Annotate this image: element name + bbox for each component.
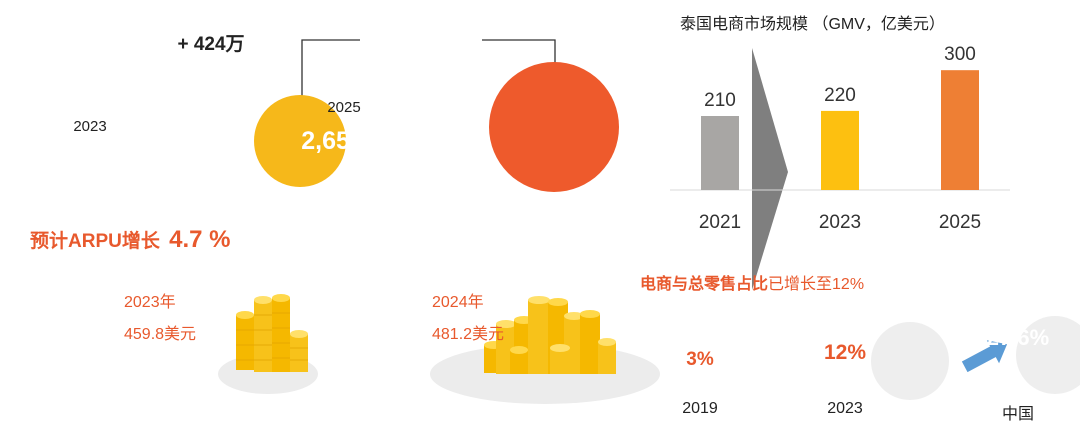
bar-2023 <box>821 110 859 190</box>
ecommerce-share-title-bold: 电商与总零售占比 <box>640 276 769 293</box>
chart-title: 泰国电商市场规模 （GMV，亿美元） <box>680 16 945 33</box>
share-value-2023: 12% <box>823 341 867 364</box>
share-year-2023: 2023 <box>827 400 863 417</box>
circle-2023 <box>254 95 346 187</box>
arpu-growth: 4.7 % <box>169 226 231 253</box>
x-tick-label-2021: 2021 <box>699 212 741 233</box>
connector-line-left <box>301 39 360 103</box>
x-tick-label-2023: 2023 <box>819 212 861 233</box>
coin-stack-icon-2024 <box>484 296 616 374</box>
transition-arrow-icon <box>752 48 788 290</box>
share-year-2019: 2019 <box>682 400 718 417</box>
circle-2025 <box>489 62 619 192</box>
data-label-2023: 220 <box>824 85 856 106</box>
share-year-china: 中国 <box>1001 406 1034 423</box>
arpu-value-2023: 459.8美元 <box>124 326 197 343</box>
bar-2021 <box>701 116 739 190</box>
ecommerce-share-title-rest: 已增长至12% <box>768 276 865 293</box>
arpu-value-2024: 481.2美元 <box>432 326 505 343</box>
share-circle-2023 <box>1016 316 1080 394</box>
x-tick-label-2025: 2025 <box>939 212 981 233</box>
data-label-2021: 210 <box>704 90 736 111</box>
subscriber-value-2025: 2,653万 <box>301 127 389 155</box>
subscriber-value-2023: 2,229万 <box>51 143 129 168</box>
gmv-bar-chart: 210 2021 220 2023 300 2025 <box>670 44 1010 233</box>
year-label-2023: 2023 <box>73 118 107 135</box>
bar-2025 <box>941 70 979 190</box>
ecommerce-share-heading: 电商与总零售占比已增长至12% <box>640 270 864 294</box>
growth-arrow-icon <box>961 340 1008 373</box>
coin-stack-icon-2023 <box>236 294 308 372</box>
arpu-heading: 预计ARPU增长 4.7 % <box>30 226 231 254</box>
share-value-2019: 3% <box>686 349 714 370</box>
data-label-2025: 300 <box>944 44 976 65</box>
share-circle-2019 <box>871 322 949 400</box>
year-label-2025: 2025 <box>327 99 361 116</box>
arpu-year-2023: 2023年 <box>124 294 176 311</box>
arpu-year-2024: 2024年 <box>432 294 484 311</box>
arpu-label: 预计ARPU增长 <box>30 231 160 252</box>
subscriber-increase-label: + 424万 <box>177 34 245 55</box>
share-value-china: 27.6% <box>986 325 1050 350</box>
